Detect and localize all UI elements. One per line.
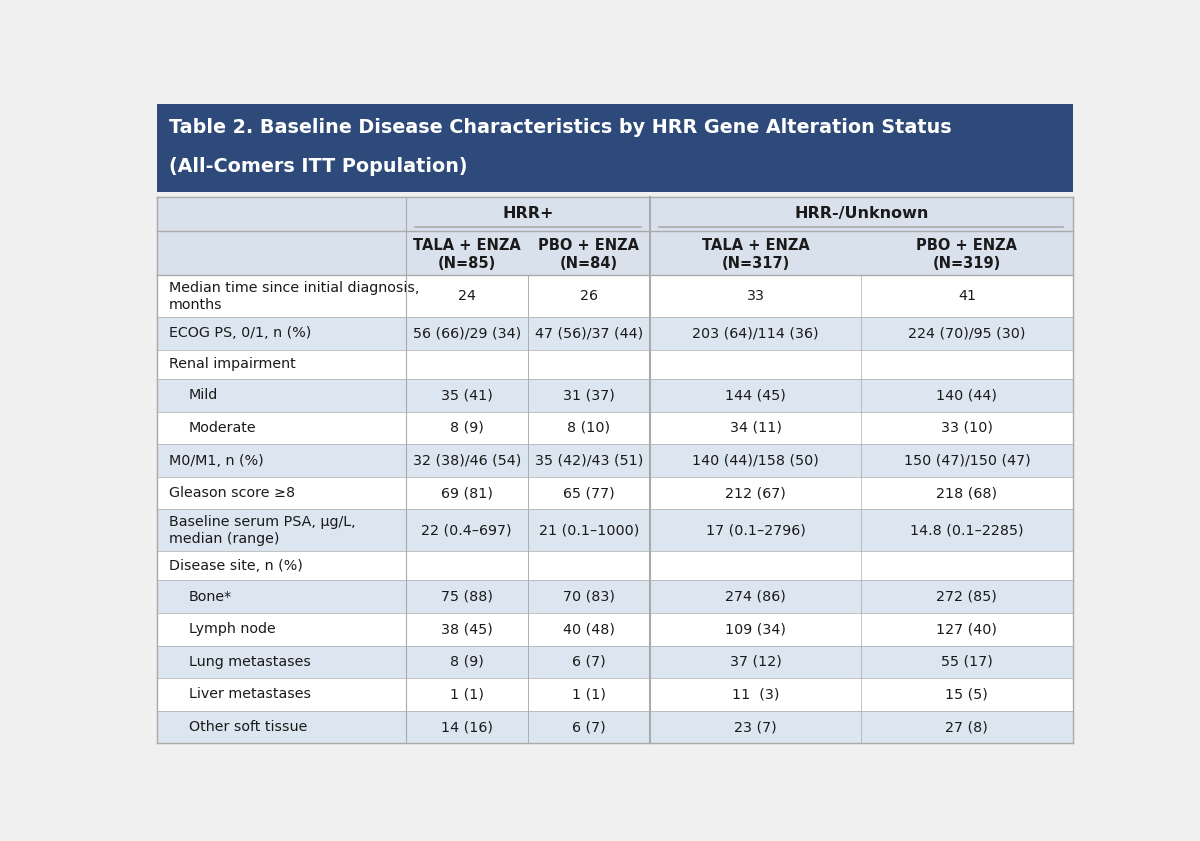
FancyBboxPatch shape xyxy=(157,104,1073,192)
Text: 1 (1): 1 (1) xyxy=(450,687,484,701)
Text: 1 (1): 1 (1) xyxy=(572,687,606,701)
FancyBboxPatch shape xyxy=(157,197,1073,743)
Text: 17 (0.1–2796): 17 (0.1–2796) xyxy=(706,523,805,537)
Text: Liver metastases: Liver metastases xyxy=(190,687,311,701)
FancyBboxPatch shape xyxy=(157,276,1073,317)
Text: 34 (11): 34 (11) xyxy=(730,421,781,435)
Text: 69 (81): 69 (81) xyxy=(440,486,493,500)
FancyBboxPatch shape xyxy=(157,379,1073,411)
FancyBboxPatch shape xyxy=(157,411,1073,444)
FancyBboxPatch shape xyxy=(157,444,1073,477)
Text: 6 (7): 6 (7) xyxy=(572,655,606,669)
Text: 203 (64)/114 (36): 203 (64)/114 (36) xyxy=(692,326,818,341)
FancyBboxPatch shape xyxy=(157,711,1073,743)
Text: Moderate: Moderate xyxy=(190,421,257,435)
Text: PBO + ENZA: PBO + ENZA xyxy=(539,238,640,253)
Text: 70 (83): 70 (83) xyxy=(563,590,614,604)
Text: 75 (88): 75 (88) xyxy=(440,590,493,604)
Text: Median time since initial diagnosis,: Median time since initial diagnosis, xyxy=(168,281,419,295)
Text: 31 (37): 31 (37) xyxy=(563,389,614,402)
Text: 144 (45): 144 (45) xyxy=(725,389,786,402)
Text: Bone*: Bone* xyxy=(190,590,232,604)
Text: PBO + ENZA: PBO + ENZA xyxy=(917,238,1018,253)
FancyBboxPatch shape xyxy=(157,551,1073,580)
Text: ECOG PS, 0/1, n (%): ECOG PS, 0/1, n (%) xyxy=(168,326,311,341)
FancyBboxPatch shape xyxy=(157,477,1073,510)
Text: 8 (10): 8 (10) xyxy=(568,421,611,435)
Text: 218 (68): 218 (68) xyxy=(936,486,997,500)
Text: 224 (70)/95 (30): 224 (70)/95 (30) xyxy=(908,326,1026,341)
Text: 8 (9): 8 (9) xyxy=(450,655,484,669)
Text: (All-Comers ITT Population): (All-Comers ITT Population) xyxy=(168,157,467,177)
FancyBboxPatch shape xyxy=(157,646,1073,678)
Text: 56 (66)/29 (34): 56 (66)/29 (34) xyxy=(413,326,521,341)
Text: 41: 41 xyxy=(958,289,976,304)
Text: (N=84): (N=84) xyxy=(559,256,618,271)
Text: Gleason score ≥8: Gleason score ≥8 xyxy=(168,486,295,500)
Text: 35 (41): 35 (41) xyxy=(440,389,493,402)
Text: HRR-/Unknown: HRR-/Unknown xyxy=(794,205,929,220)
Text: Renal impairment: Renal impairment xyxy=(168,357,295,372)
Text: 24: 24 xyxy=(457,289,475,304)
Text: 35 (42)/43 (51): 35 (42)/43 (51) xyxy=(535,453,643,468)
Text: 274 (86): 274 (86) xyxy=(725,590,786,604)
FancyBboxPatch shape xyxy=(157,317,1073,350)
Text: HRR+: HRR+ xyxy=(502,205,553,220)
Text: 23 (7): 23 (7) xyxy=(734,720,776,734)
Text: Mild: Mild xyxy=(190,389,218,402)
Text: 140 (44)/158 (50): 140 (44)/158 (50) xyxy=(692,453,818,468)
Text: (N=317): (N=317) xyxy=(721,256,790,271)
Text: Disease site, n (%): Disease site, n (%) xyxy=(168,558,302,573)
Text: 38 (45): 38 (45) xyxy=(440,622,493,637)
Text: 27 (8): 27 (8) xyxy=(946,720,989,734)
Text: median (range): median (range) xyxy=(168,532,280,547)
Text: TALA + ENZA: TALA + ENZA xyxy=(413,238,521,253)
Text: M0/M1, n (%): M0/M1, n (%) xyxy=(168,453,263,468)
Text: 14 (16): 14 (16) xyxy=(440,720,493,734)
Text: 15 (5): 15 (5) xyxy=(946,687,989,701)
Text: months: months xyxy=(168,299,222,313)
Text: 150 (47)/150 (47): 150 (47)/150 (47) xyxy=(904,453,1031,468)
Text: 33 (10): 33 (10) xyxy=(941,421,992,435)
Text: 272 (85): 272 (85) xyxy=(936,590,997,604)
FancyBboxPatch shape xyxy=(157,510,1073,551)
Text: Other soft tissue: Other soft tissue xyxy=(190,720,307,734)
FancyBboxPatch shape xyxy=(157,230,1073,276)
Text: 40 (48): 40 (48) xyxy=(563,622,614,637)
Text: Table 2. Baseline Disease Characteristics by HRR Gene Alteration Status: Table 2. Baseline Disease Characteristic… xyxy=(168,119,952,137)
FancyBboxPatch shape xyxy=(157,613,1073,646)
Text: 55 (17): 55 (17) xyxy=(941,655,992,669)
Text: (N=85): (N=85) xyxy=(438,256,496,271)
FancyBboxPatch shape xyxy=(157,350,1073,379)
Text: 212 (67): 212 (67) xyxy=(725,486,786,500)
Text: Baseline serum PSA, μg/L,: Baseline serum PSA, μg/L, xyxy=(168,515,355,529)
Text: 32 (38)/46 (54): 32 (38)/46 (54) xyxy=(413,453,521,468)
Text: 33: 33 xyxy=(746,289,764,304)
Text: TALA + ENZA: TALA + ENZA xyxy=(702,238,810,253)
Text: 65 (77): 65 (77) xyxy=(563,486,614,500)
FancyBboxPatch shape xyxy=(157,580,1073,613)
Text: 109 (34): 109 (34) xyxy=(725,622,786,637)
Text: 127 (40): 127 (40) xyxy=(936,622,997,637)
Text: 6 (7): 6 (7) xyxy=(572,720,606,734)
Text: 14.8 (0.1–2285): 14.8 (0.1–2285) xyxy=(910,523,1024,537)
Text: 26: 26 xyxy=(580,289,598,304)
Text: 21 (0.1–1000): 21 (0.1–1000) xyxy=(539,523,640,537)
Text: 22 (0.4–697): 22 (0.4–697) xyxy=(421,523,512,537)
Text: Lung metastases: Lung metastases xyxy=(190,655,311,669)
Text: 11  (3): 11 (3) xyxy=(732,687,779,701)
Text: 47 (56)/37 (44): 47 (56)/37 (44) xyxy=(535,326,643,341)
Text: Lymph node: Lymph node xyxy=(190,622,276,637)
Text: 37 (12): 37 (12) xyxy=(730,655,781,669)
Text: 8 (9): 8 (9) xyxy=(450,421,484,435)
Text: 140 (44): 140 (44) xyxy=(936,389,997,402)
FancyBboxPatch shape xyxy=(157,197,1073,230)
Text: (N=319): (N=319) xyxy=(932,256,1001,271)
FancyBboxPatch shape xyxy=(157,678,1073,711)
